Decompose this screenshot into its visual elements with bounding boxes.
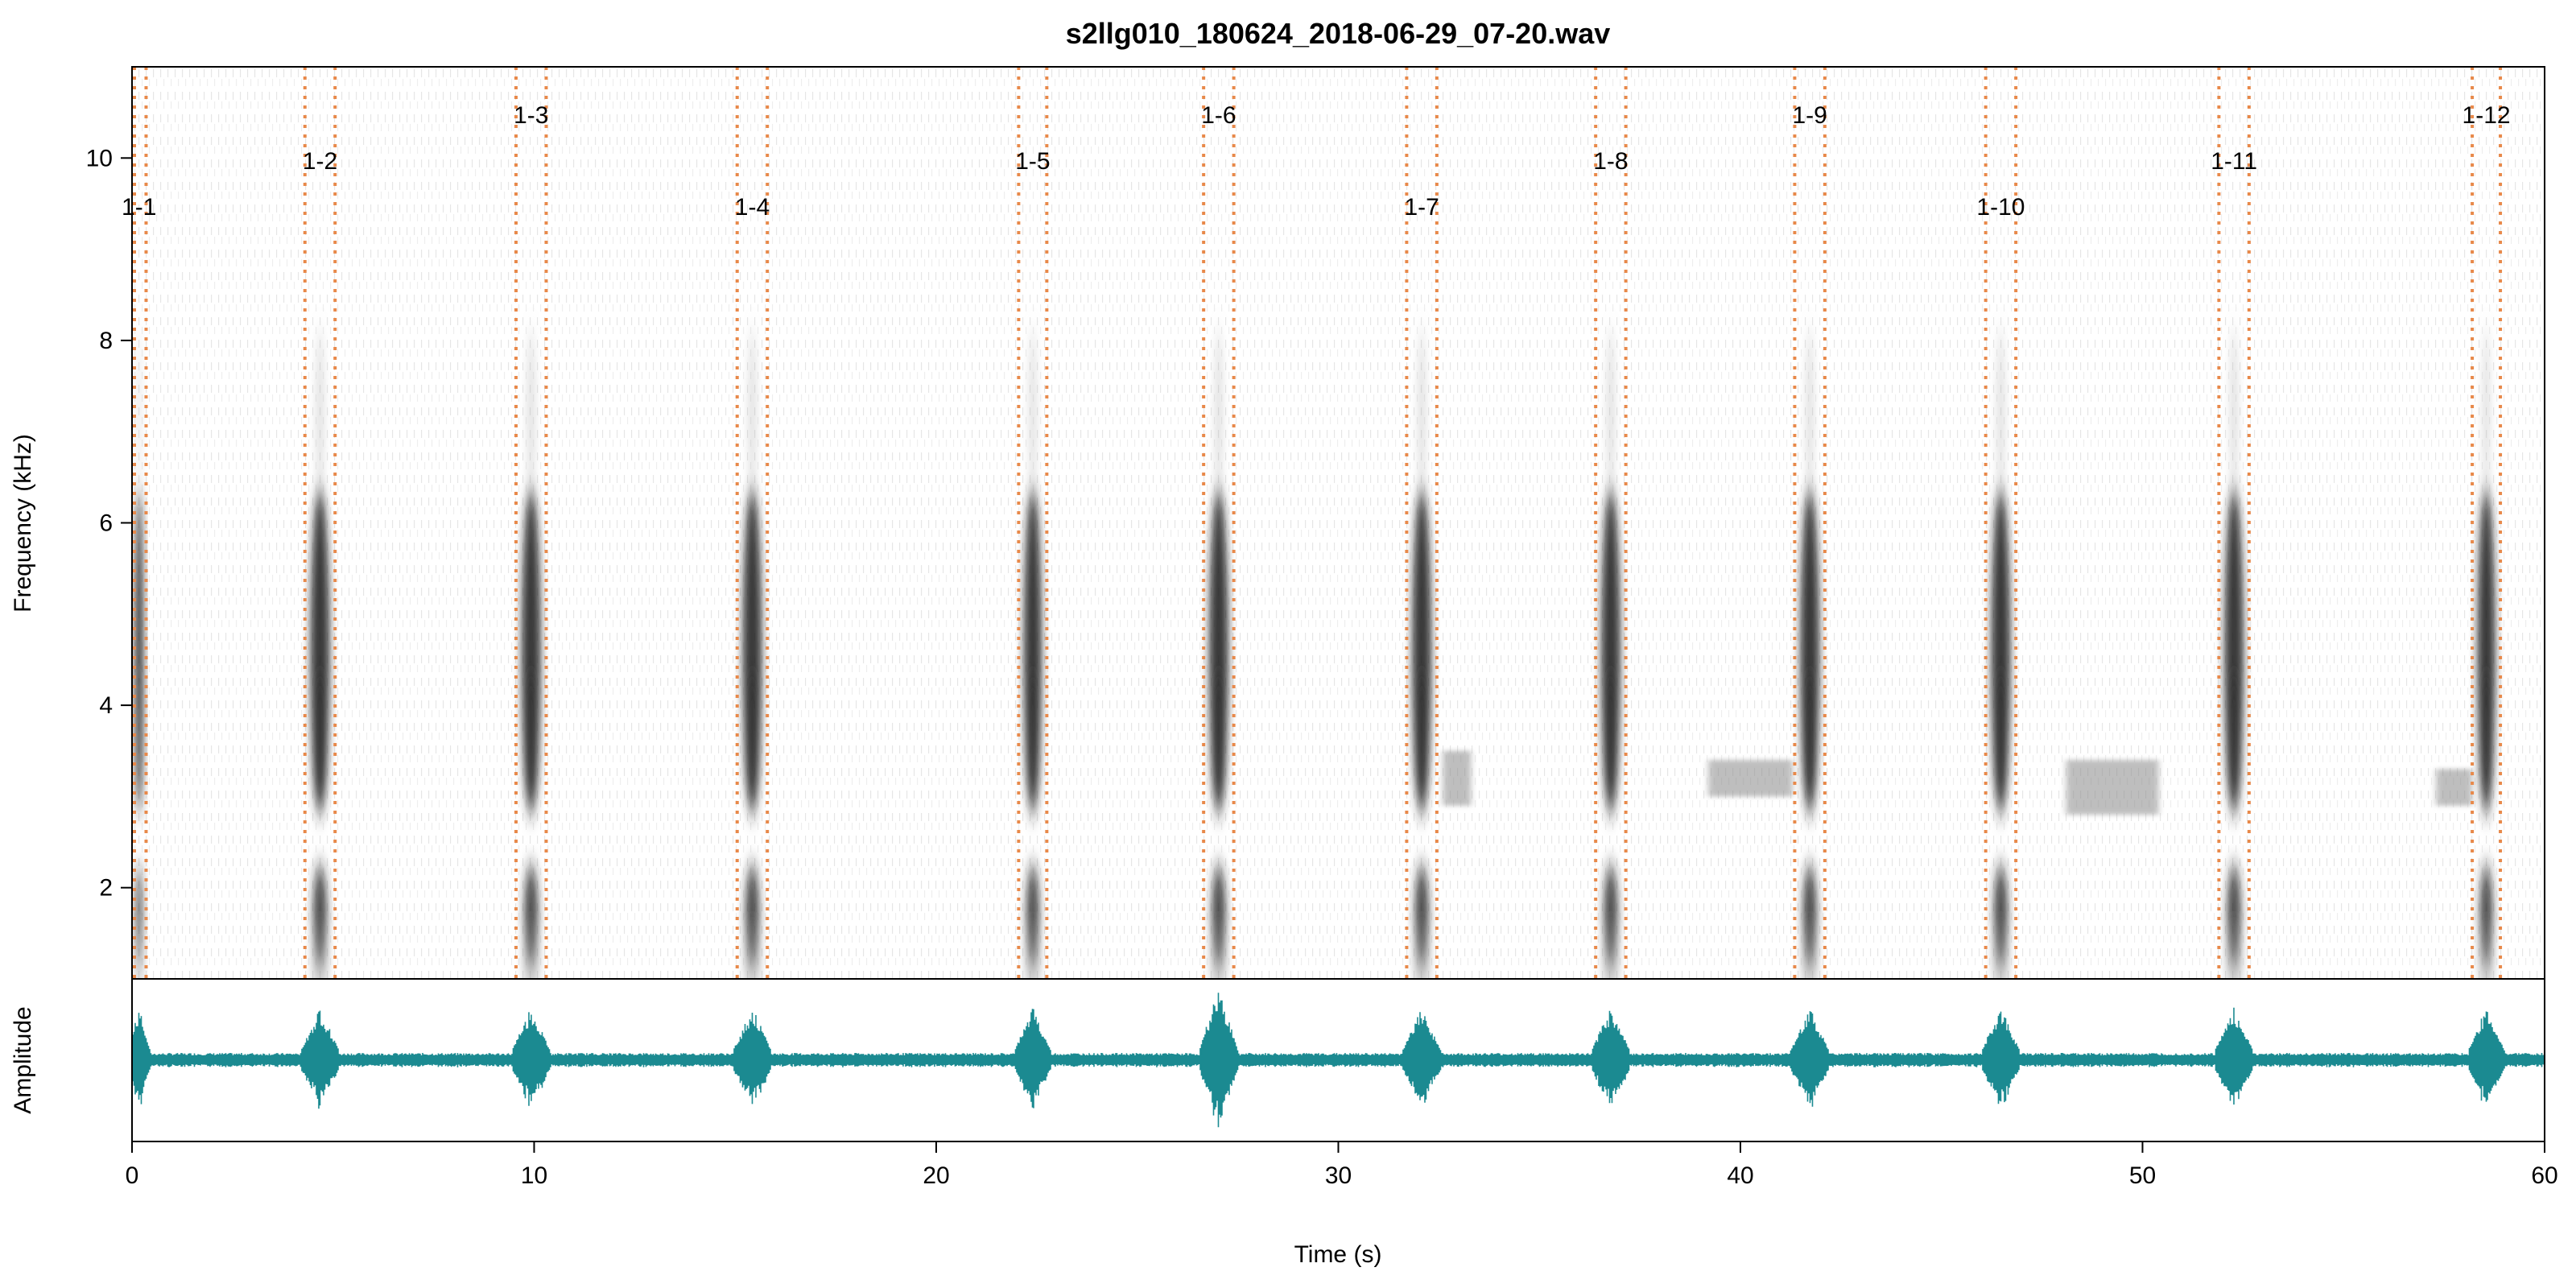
y-tick-label-4: 4 (99, 692, 113, 719)
amplitude-axis-label: Amplitude (10, 1006, 36, 1113)
call-label-1-2: 1-2 (303, 148, 337, 175)
faint-band-3 (2066, 760, 2159, 815)
call-energy-1-4 (742, 326, 762, 979)
chart-title: s2llg010_180624_2018-06-29_07-20.wav (1066, 17, 1611, 50)
call-label-1-6: 1-6 (1201, 102, 1236, 129)
spectrogram-faint-bands (1443, 750, 2473, 815)
call-labels: 1-1 1-2 1-3 1-4 1-5 1-6 1-7 1-8 1-9 1-10 1-11 1-12 (122, 102, 2511, 221)
call-boundaries (133, 67, 2503, 979)
spectrogram-calls (134, 326, 2496, 979)
faint-band-2 (1708, 760, 1793, 797)
frequency-axis-label: Frequency (kHz) (10, 434, 36, 613)
call-label-1-9: 1-9 (1792, 102, 1827, 129)
spectrogram-noise-background (132, 67, 2545, 979)
call-label-1-8: 1-8 (1593, 148, 1628, 175)
call-energy-1-7 (1412, 326, 1432, 979)
time-axis-label: Time (s) (1294, 1241, 1382, 1268)
call-energy-1-10 (1991, 326, 2011, 979)
call-energy-1-2 (310, 326, 330, 979)
spectrogram-panel: 1-11-21-31-41-51-61-71-81-91-101-111-12 … (10, 66, 2545, 980)
x-tick-label-40: 40 (1727, 1162, 1753, 1189)
call-label-1-10: 1-10 (1976, 194, 2025, 221)
call-energy-1-6 (1208, 326, 1228, 979)
call-label-1-1: 1-1 (122, 194, 156, 221)
call-energy-1-1 (134, 326, 144, 979)
x-tick-label-10: 10 (521, 1162, 547, 1189)
x-tick-label-60: 60 (2531, 1162, 2557, 1189)
x-tick-label-20: 20 (923, 1162, 949, 1189)
call-energy-1-8 (1600, 326, 1620, 979)
call-label-1-4: 1-4 (735, 194, 770, 221)
call-energy-1-5 (1023, 326, 1042, 979)
y-tick-label-2: 2 (99, 875, 113, 902)
y-tick-label-6: 6 (99, 510, 113, 537)
waveform (132, 993, 2545, 1128)
x-tick-label-50: 50 (2129, 1162, 2156, 1189)
call-label-1-3: 1-3 (514, 102, 548, 129)
frequency-axis: 2 4 6 8 10 (86, 145, 132, 902)
x-tick-label-30: 30 (1325, 1162, 1352, 1189)
call-energy-1-3 (521, 326, 541, 979)
y-tick-label-10: 10 (86, 145, 113, 171)
call-label-1-11: 1-11 (2211, 148, 2257, 175)
call-energy-1-11 (2224, 326, 2244, 979)
waveform-trace (132, 993, 2545, 1128)
time-axis: 0 10 20 30 40 50 60 (126, 1141, 2558, 1189)
x-tick-label-0: 0 (126, 1162, 139, 1189)
call-energy-1-12 (2477, 326, 2496, 979)
call-label-1-12: 1-12 (2462, 102, 2511, 129)
faint-band-1 (1443, 750, 1472, 806)
faint-band-4 (2436, 769, 2473, 806)
call-label-1-5: 1-5 (1015, 148, 1050, 175)
oscillogram-panel: Amplitude (10, 978, 2545, 1142)
y-tick-label-8: 8 (99, 328, 113, 354)
call-label-1-7: 1-7 (1404, 194, 1439, 221)
call-energy-1-9 (1800, 326, 1820, 979)
